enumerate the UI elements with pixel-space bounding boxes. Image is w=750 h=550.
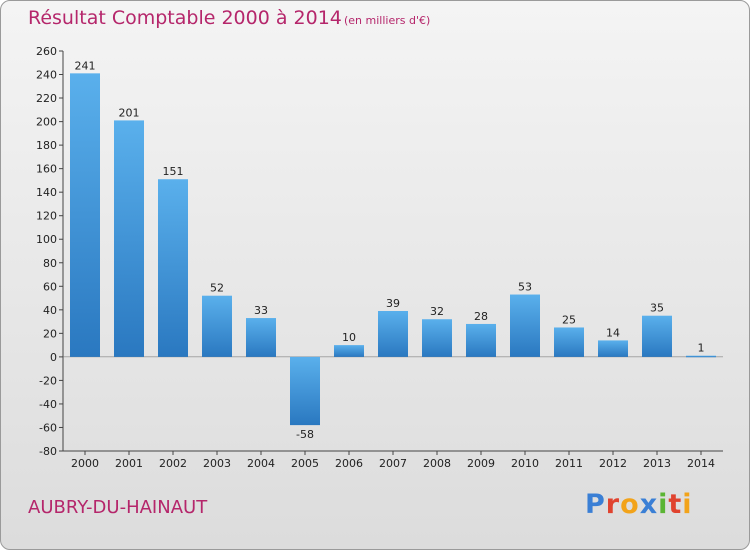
x-tick-label: 2002: [159, 457, 187, 470]
bar: [114, 120, 144, 357]
x-tick-label: 2001: [115, 457, 143, 470]
y-tick-label: 20: [43, 327, 57, 340]
logo-letter: o: [620, 489, 640, 520]
data-label: 25: [562, 313, 576, 326]
data-label: 52: [210, 282, 224, 295]
logo-letter: t: [668, 489, 683, 520]
y-tick-label: 260: [36, 45, 57, 58]
bar: [510, 294, 540, 357]
x-tick-label: 2014: [687, 457, 715, 470]
x-tick-label: 2011: [555, 457, 583, 470]
logo-letter: i: [658, 489, 669, 520]
x-tick-label: 2004: [247, 457, 275, 470]
x-tick-label: 2010: [511, 457, 539, 470]
x-tick-label: 2006: [335, 457, 363, 470]
y-tick-label: 200: [36, 116, 57, 129]
data-label: 32: [430, 305, 444, 318]
y-tick-label: 180: [36, 139, 57, 152]
bar: [202, 295, 232, 357]
x-tick-label: 2009: [467, 457, 495, 470]
data-label: -58: [296, 428, 314, 441]
data-label: 39: [386, 297, 400, 310]
x-tick-label: 2003: [203, 457, 231, 470]
x-tick-label: 2000: [71, 457, 99, 470]
bar: [290, 356, 320, 426]
data-label: 35: [650, 302, 664, 315]
y-tick-label: 0: [50, 351, 57, 364]
bar: [158, 179, 188, 357]
x-tick-label: 2005: [291, 457, 319, 470]
data-label: 1: [698, 342, 705, 355]
logo-letter: x: [639, 489, 659, 520]
chart-subtitle: (en milliers d'€): [344, 14, 431, 27]
data-label: 201: [119, 106, 140, 119]
data-label: 10: [342, 331, 356, 344]
x-tick-label: 2013: [643, 457, 671, 470]
logo-letter: i: [682, 489, 693, 520]
bar: [466, 323, 496, 357]
bar: [554, 327, 584, 357]
y-tick-label: -80: [39, 445, 57, 458]
bar: [422, 319, 452, 357]
town-name: AUBRY-DU-HAINAUT: [28, 497, 208, 518]
x-tick-label: 2008: [423, 457, 451, 470]
data-labels: 241 201 151 52 33 -58 10 39 32 28 53 25 14 35 1: [75, 59, 705, 441]
axes: 260240220200180160140120100806040200-20-…: [36, 45, 723, 470]
y-tick-label: -40: [39, 398, 57, 411]
logo-letter: P: [585, 489, 606, 520]
logo-letter: r: [605, 489, 621, 520]
bar: [246, 318, 276, 357]
bar: [378, 311, 408, 357]
y-tick-label: 100: [36, 233, 57, 246]
bar: [70, 73, 100, 357]
bar: [598, 340, 628, 357]
y-tick-label: -20: [39, 374, 57, 387]
data-label: 28: [474, 310, 488, 323]
y-tick-label: 220: [36, 92, 57, 105]
bars: [70, 73, 716, 426]
data-label: 241: [75, 59, 96, 72]
y-tick-label: 80: [43, 257, 57, 270]
bar: [642, 315, 672, 357]
y-tick-label: 40: [43, 304, 57, 317]
y-tick-label: -60: [39, 421, 57, 434]
bar: [686, 355, 716, 358]
data-label: 53: [518, 281, 532, 294]
data-label: 14: [606, 326, 620, 339]
x-tick-label: 2012: [599, 457, 627, 470]
y-tick-label: 140: [36, 186, 57, 199]
y-tick-label: 120: [36, 210, 57, 223]
bar: [334, 345, 364, 357]
y-tick-label: 160: [36, 163, 57, 176]
proxiti-logo[interactable]: Proxiti: [585, 489, 693, 520]
data-label: 33: [254, 304, 268, 317]
chart-title: Résultat Comptable 2000 à 2014: [28, 7, 342, 29]
x-tick-label: 2007: [379, 457, 407, 470]
data-label: 151: [163, 165, 184, 178]
y-tick-label: 240: [36, 69, 57, 82]
y-tick-label: 60: [43, 280, 57, 293]
